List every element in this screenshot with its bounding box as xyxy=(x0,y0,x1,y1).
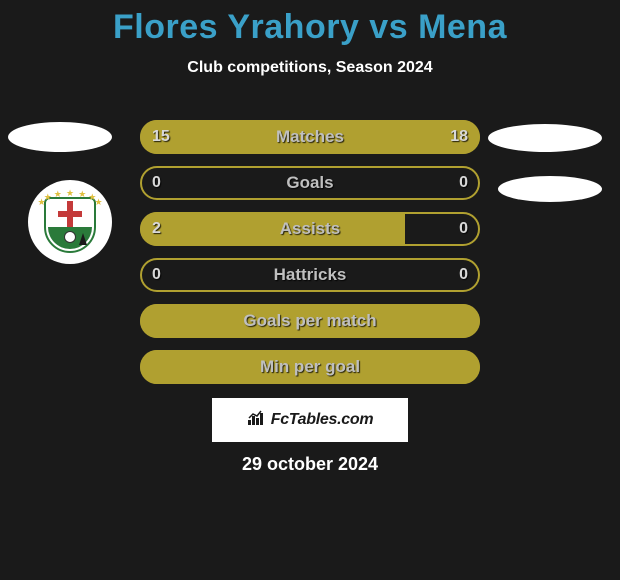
stat-bar-label: Assists xyxy=(280,219,340,239)
stat-bar-label: Hattricks xyxy=(274,265,347,285)
logo-cross-h xyxy=(58,211,82,217)
stat-bar-row: Min per goal xyxy=(140,350,480,384)
decor-ellipse-top-right xyxy=(488,124,602,152)
stat-bar-row: Goals per match xyxy=(140,304,480,338)
page-subtitle: Club competitions, Season 2024 xyxy=(0,59,620,77)
stat-bar-label: Min per goal xyxy=(260,357,360,377)
stat-bar-row: Goals 0 0 xyxy=(140,166,480,200)
decor-ellipse-top-left xyxy=(8,122,112,152)
logo-star-icon: ★ xyxy=(54,189,62,200)
stat-bar-row: Matches 15 18 xyxy=(140,120,480,154)
logo-star-icon: ★ xyxy=(66,188,74,199)
footer-date: 29 october 2024 xyxy=(242,454,378,475)
stat-bar-fill-left xyxy=(140,212,405,246)
decor-ellipse-mid-right xyxy=(498,176,602,202)
team-logo-inner: ★★★★★★★ xyxy=(40,189,100,255)
logo-star-icon: ★ xyxy=(44,192,52,203)
brand-chart-icon xyxy=(247,410,267,431)
logo-derrick-icon xyxy=(79,233,87,245)
logo-ball-icon xyxy=(64,231,76,243)
stat-bar-label: Goals xyxy=(286,173,333,193)
brand-text: FcTables.com xyxy=(271,411,374,429)
stat-bar-label: Matches xyxy=(276,127,344,147)
stat-bar-value-left: 15 xyxy=(152,128,170,146)
team-logo: ★★★★★★★ xyxy=(28,180,112,264)
stat-bar-value-left: 2 xyxy=(152,220,161,238)
stat-bar-value-right: 0 xyxy=(459,174,468,192)
logo-star-icon: ★ xyxy=(78,189,86,200)
brand-badge: FcTables.com xyxy=(212,398,408,442)
stat-bar-value-right: 18 xyxy=(450,128,468,146)
stat-bar-label: Goals per match xyxy=(243,311,376,331)
stat-bar-value-right: 0 xyxy=(459,220,468,238)
stat-bar-row: Assists 2 0 xyxy=(140,212,480,246)
stats-bars: Matches1518Goals00Assists20Hattricks00Go… xyxy=(140,120,480,396)
stat-bar-value-right: 0 xyxy=(459,266,468,284)
logo-star-icon: ★ xyxy=(95,197,103,208)
page-title: Flores Yrahory vs Mena xyxy=(0,0,620,47)
stat-bar-value-left: 0 xyxy=(152,174,161,192)
stat-bar-row: Hattricks 0 0 xyxy=(140,258,480,292)
stat-bar-value-left: 0 xyxy=(152,266,161,284)
